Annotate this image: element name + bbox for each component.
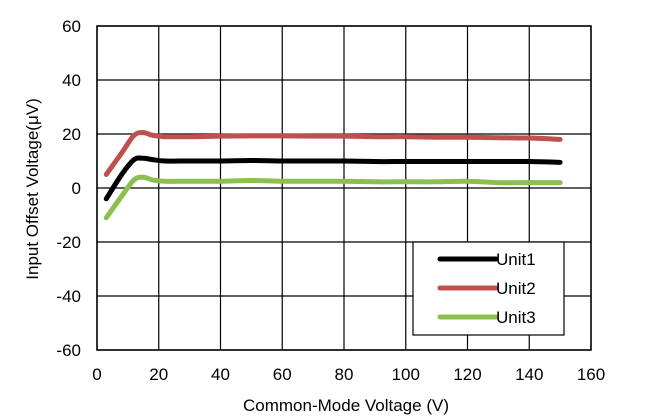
y-tick-label: 60 xyxy=(62,17,81,36)
x-axis-label: Common-Mode Voltage (V) xyxy=(243,396,449,415)
legend-label-unit2: Unit2 xyxy=(496,279,536,298)
y-tick-label: 0 xyxy=(72,179,81,198)
x-tick-label: 140 xyxy=(515,365,543,384)
series-line-unit3 xyxy=(103,174,563,221)
series-lines xyxy=(103,130,563,221)
y-tick-label: 40 xyxy=(62,71,81,90)
legend: Unit1 Unit2 Unit3 xyxy=(412,241,565,336)
y-tick-label: -60 xyxy=(56,341,81,360)
x-tick-labels: 0 20 40 60 80 100 120 140 160 xyxy=(92,365,605,384)
y-axis-label: Input Offset Voltage(μV) xyxy=(23,98,42,279)
y-tick-label: -20 xyxy=(56,233,81,252)
x-tick-label: 20 xyxy=(149,365,168,384)
series-line-unit1 xyxy=(103,155,563,202)
y-tick-labels: 60 40 20 0 -20 -40 -60 xyxy=(56,17,81,360)
y-tick-label: -40 xyxy=(56,287,81,306)
legend-label-unit3: Unit3 xyxy=(496,308,536,327)
x-tick-label: 160 xyxy=(577,365,605,384)
x-tick-label: 40 xyxy=(211,365,230,384)
series-line-unit2 xyxy=(103,130,563,177)
x-tick-label: 80 xyxy=(335,365,354,384)
plot-frame xyxy=(96,25,592,351)
x-tick-label: 120 xyxy=(453,365,481,384)
x-tick-label: 0 xyxy=(92,365,101,384)
x-tick-label: 60 xyxy=(273,365,292,384)
y-tick-label: 20 xyxy=(62,125,81,144)
legend-label-unit1: Unit1 xyxy=(496,250,536,269)
x-tick-label: 100 xyxy=(392,365,420,384)
